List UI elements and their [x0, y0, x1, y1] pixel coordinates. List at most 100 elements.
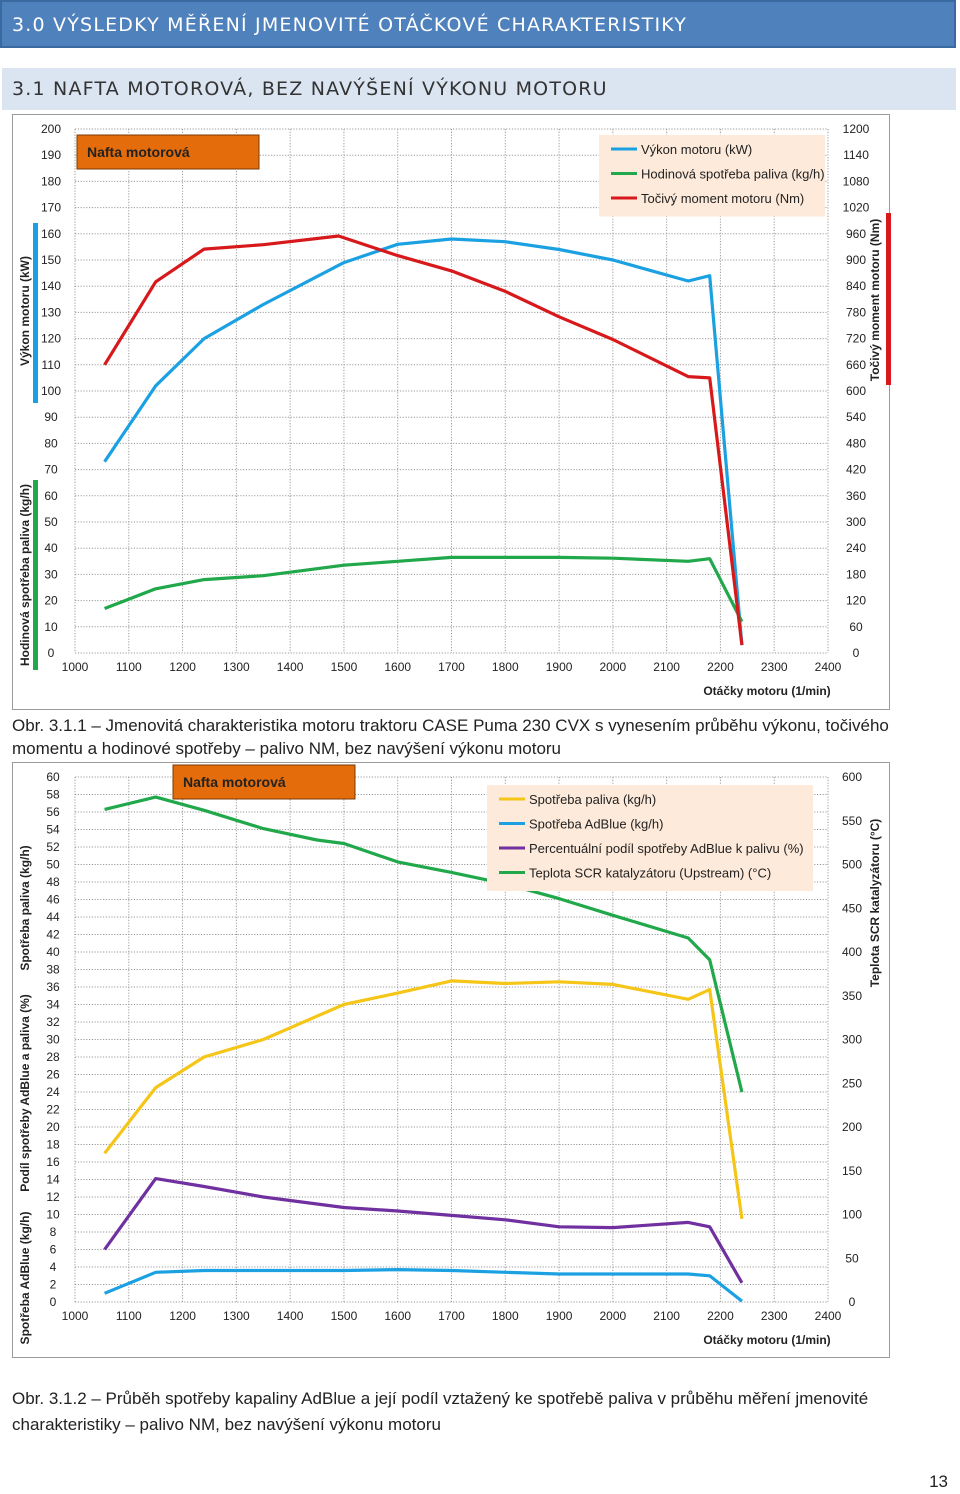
y-tick-label-right: 840: [846, 279, 866, 293]
y-tick-label-left: 10: [46, 1208, 60, 1222]
y-tick-label-right: 50: [845, 1251, 859, 1265]
y-tick-label-left: 60: [46, 770, 60, 784]
y-tick-label-left: 32: [46, 1015, 60, 1029]
x-tick-label: 1300: [223, 1309, 250, 1323]
y-tick-label-right: 480: [846, 436, 866, 450]
y-tick-label-left: 16: [46, 1155, 60, 1169]
y-tick-label-left: 60: [44, 489, 58, 503]
y-tick-label-left: 30: [44, 567, 58, 581]
x-tick-label: 1700: [438, 660, 465, 674]
series-line: [103, 234, 744, 646]
x-tick-label: 2300: [761, 660, 788, 674]
y-tick-label-right: 0: [849, 1295, 856, 1309]
legend-label: Hodinová spotřeba paliva (kg/h): [641, 167, 825, 182]
x-tick-label: 1200: [169, 660, 196, 674]
y-tick-label-right: 960: [846, 227, 866, 241]
y-tick-label-left: 20: [46, 1120, 60, 1134]
y-tick-label-right: 350: [842, 989, 862, 1003]
y-tick-label-left: 38: [46, 963, 60, 977]
y-tick-label-right: 450: [842, 901, 862, 915]
y-tick-label-left: 48: [46, 875, 60, 889]
x-tick-label: 1500: [331, 660, 358, 674]
y-tick-label-left: 36: [46, 980, 60, 994]
y-tick-label-left: 180: [41, 174, 61, 188]
y-tick-label-right: 420: [846, 463, 866, 477]
y-tick-label-left: 90: [44, 410, 58, 424]
y-tick-label-left: 0: [50, 1295, 57, 1309]
subsection-heading: 3.1 NAFTA MOTOROVÁ, BEZ NAVÝŠENÍ VÝKONU …: [2, 68, 956, 110]
series-line: [104, 555, 744, 623]
legend-label: Teplota SCR katalyzátoru (Upstream) (°C): [529, 866, 771, 881]
series-line: [103, 979, 744, 1220]
x-tick-label: 1300: [223, 660, 250, 674]
y-tick-label-right: 720: [846, 332, 866, 346]
y-tick-label-left: 50: [46, 858, 60, 872]
x-tick-label: 2300: [761, 1309, 788, 1323]
y-tick-label-left: 80: [44, 436, 58, 450]
y-axis-label-left-fuel: Hodinová spotřeba paliva (kg/h): [18, 484, 32, 666]
y-tick-label-right: 100: [842, 1208, 862, 1222]
y-tick-label-left: 120: [41, 332, 61, 346]
y-tick-label-right: 180: [846, 567, 866, 581]
y-tick-label-right: 600: [842, 770, 862, 784]
x-tick-label: 2000: [600, 660, 627, 674]
figure-caption-2: Obr. 3.1.2 – Průběh spotřeby kapaliny Ad…: [12, 1389, 869, 1434]
y-tick-label-left: 22: [46, 1103, 60, 1117]
engine-characteristic-chart: 0102030405060708090100110120130140150160…: [18, 122, 891, 698]
axis-color-bar: [886, 213, 891, 385]
y-tick-label-left: 40: [44, 541, 58, 555]
adblue-consumption-chart: 0246810121416182022242628303234363840424…: [18, 764, 882, 1347]
x-tick-label: 2200: [707, 660, 734, 674]
axis-color-bar: [33, 223, 38, 403]
y-tick-label-left: 46: [46, 893, 60, 907]
y-tick-label-left: 10: [44, 620, 58, 634]
y-tick-label-right: 150: [842, 1164, 862, 1178]
y-tick-label-left: 150: [41, 253, 61, 267]
x-tick-label: 2200: [707, 1309, 734, 1323]
y-axis-label-right-torque: Točivý moment motoru (Nm): [868, 219, 882, 381]
y-tick-label-left: 170: [41, 201, 61, 215]
y-tick-label-left: 26: [46, 1068, 60, 1082]
x-tick-label: 1900: [546, 1309, 573, 1323]
section-heading: 3.0 VÝSLEDKY MĚŘENÍ JMENOVITÉ OTÁČKOVÉ C…: [0, 0, 956, 48]
y-tick-label-left: 6: [50, 1243, 57, 1257]
y-tick-label-left: 44: [46, 910, 60, 924]
y-axis-label-left-adblue: Spotřeba AdBlue (kg/h): [18, 1212, 32, 1345]
y-tick-label-left: 4: [50, 1260, 57, 1274]
x-tick-label: 1500: [331, 1309, 358, 1323]
x-tick-label: 1800: [492, 1309, 519, 1323]
y-tick-label-left: 110: [41, 358, 60, 372]
y-tick-label-right: 360: [846, 489, 866, 503]
y-tick-label-left: 190: [41, 148, 61, 162]
y-tick-label-left: 24: [46, 1085, 60, 1099]
legend-label: Točivý moment motoru (Nm): [641, 191, 804, 206]
legend-label: Výkon motoru (kW): [641, 142, 752, 157]
x-axis-label: Otáčky motoru (1/min): [703, 1333, 830, 1347]
y-tick-label-left: 34: [46, 998, 60, 1012]
y-tick-label-right: 550: [842, 814, 862, 828]
y-tick-label-left: 2: [50, 1278, 57, 1292]
series-line: [103, 1268, 743, 1303]
series-line: [104, 795, 744, 1093]
y-axis-label-left-ratio: Podíl spotřeby AdBlue a paliva (%): [18, 994, 32, 1192]
legend-label: Spotřeba paliva (kg/h): [529, 792, 656, 807]
chart-title-box: [76, 134, 260, 170]
x-tick-label: 1800: [492, 660, 519, 674]
y-tick-label-right: 900: [846, 253, 866, 267]
y-tick-label-right: 540: [846, 410, 866, 424]
y-tick-label-right: 660: [846, 358, 866, 372]
chart-title: Nafta motorová: [87, 144, 190, 160]
chart-2-frame: 0 2 4 6 8 10 12 14 16 18 20 22 24 26 28 30 32 34 36 38 40 42 4…: [12, 762, 890, 1358]
figure-caption-1: Obr. 3.1.1 – Jmenovitá charakteristika m…: [12, 716, 889, 758]
y-tick-label-left: 58: [46, 788, 60, 802]
y-tick-label-left: 42: [46, 928, 60, 942]
page-number: 13: [929, 1472, 948, 1491]
x-tick-label: 1100: [116, 1309, 142, 1323]
x-tick-label: 1200: [169, 1309, 196, 1323]
y-tick-label-left: 28: [46, 1050, 60, 1064]
legend-label: Percentuální podíl spotřeby AdBlue k pal…: [529, 841, 804, 856]
y-tick-label-left: 30: [46, 1033, 60, 1047]
series-line: [103, 237, 744, 646]
y-tick-label-right: 200: [842, 1120, 862, 1134]
y-tick-label-right: 1020: [843, 201, 870, 215]
